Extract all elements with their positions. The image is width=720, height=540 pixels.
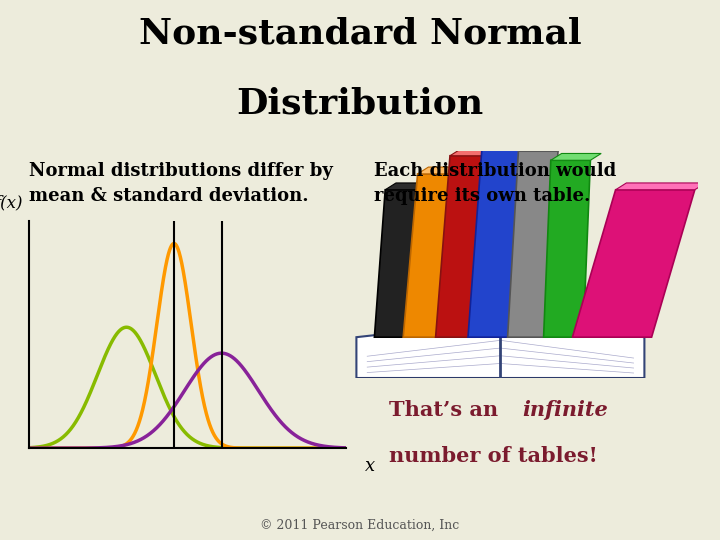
Text: number of tables!: number of tables! xyxy=(389,446,598,465)
Text: infinite: infinite xyxy=(523,400,608,420)
Polygon shape xyxy=(544,160,590,337)
Polygon shape xyxy=(374,190,421,337)
Polygon shape xyxy=(356,378,500,385)
Polygon shape xyxy=(450,149,500,156)
Polygon shape xyxy=(572,190,695,337)
Text: Normal distributions differ by
mean & standard deviation.: Normal distributions differ by mean & st… xyxy=(29,162,333,205)
Polygon shape xyxy=(482,136,536,142)
Text: That’s an: That’s an xyxy=(389,400,505,420)
Text: Each distribution would
require its own table.: Each distribution would require its own … xyxy=(374,162,616,205)
Polygon shape xyxy=(418,167,468,174)
Text: Distribution: Distribution xyxy=(236,86,484,120)
Text: x: x xyxy=(364,457,374,475)
Polygon shape xyxy=(500,378,644,385)
Polygon shape xyxy=(616,183,706,190)
Polygon shape xyxy=(356,321,644,378)
Polygon shape xyxy=(551,153,601,160)
Polygon shape xyxy=(385,183,432,190)
Polygon shape xyxy=(508,151,558,337)
Text: © 2011 Pearson Education, Inc: © 2011 Pearson Education, Inc xyxy=(261,519,459,532)
Text: Non-standard Normal: Non-standard Normal xyxy=(139,16,581,50)
Polygon shape xyxy=(403,174,457,337)
Polygon shape xyxy=(436,156,490,337)
Polygon shape xyxy=(518,144,569,151)
Polygon shape xyxy=(468,142,526,337)
Text: f(x): f(x) xyxy=(0,195,22,212)
